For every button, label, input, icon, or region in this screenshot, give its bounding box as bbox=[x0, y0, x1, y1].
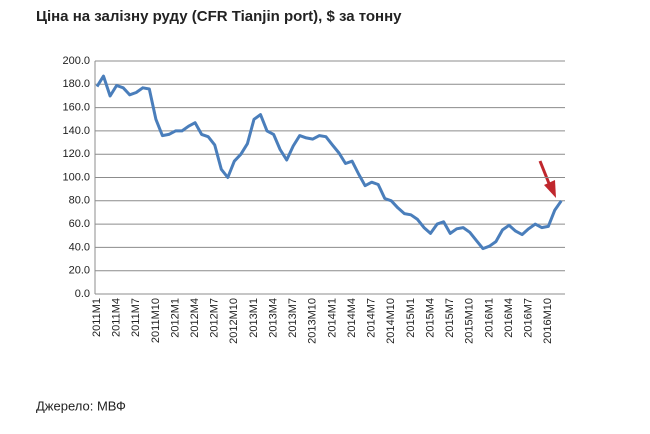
x-tick-label: 2014M7 bbox=[366, 298, 378, 338]
x-tick-label: 2015M4 bbox=[424, 298, 436, 338]
x-tick-label: 2016M4 bbox=[503, 298, 515, 338]
y-tick-label: 100.0 bbox=[62, 171, 90, 183]
x-tick-label: 2011M1 bbox=[91, 298, 103, 337]
x-tick-label: 2012M1 bbox=[169, 298, 181, 338]
x-tick-label: 2013M10 bbox=[307, 298, 319, 344]
x-tick-label: 2015M7 bbox=[444, 298, 456, 338]
x-tick-label: 2012M7 bbox=[209, 298, 221, 338]
x-tick-label: 2013M1 bbox=[248, 298, 260, 338]
x-tick-label: 2014M4 bbox=[346, 298, 358, 338]
x-tick-label: 2016M1 bbox=[483, 298, 495, 338]
y-tick-label: 80.0 bbox=[69, 195, 90, 207]
x-tick-label: 2012M10 bbox=[228, 298, 240, 344]
y-tick-label: 0.0 bbox=[75, 288, 90, 300]
y-tick-label: 120.0 bbox=[62, 148, 90, 160]
x-tick-label: 2011M4 bbox=[111, 298, 123, 337]
y-tick-label: 160.0 bbox=[62, 102, 90, 114]
x-tick-label: 2013M7 bbox=[287, 298, 299, 338]
x-tick-label: 2015M10 bbox=[464, 298, 476, 344]
y-tick-label: 200.0 bbox=[62, 55, 90, 67]
source-note: Джерело: МВФ bbox=[36, 398, 126, 413]
y-tick-label: 20.0 bbox=[69, 265, 90, 277]
x-tick-label: 2016M10 bbox=[542, 298, 554, 344]
arrow bbox=[538, 160, 556, 198]
x-tick-label: 2013M4 bbox=[267, 298, 279, 338]
x-tick-label: 2014M1 bbox=[326, 298, 338, 338]
x-tick-label: 2012M4 bbox=[189, 298, 201, 338]
x-tick-label: 2014M10 bbox=[385, 298, 397, 344]
y-tick-label: 40.0 bbox=[69, 241, 90, 253]
x-tick-label: 2011M7 bbox=[130, 298, 142, 337]
y-tick-label: 60.0 bbox=[69, 218, 90, 230]
data-line bbox=[95, 74, 563, 251]
y-tick-label: 140.0 bbox=[62, 125, 90, 137]
x-tick-label: 2015M1 bbox=[405, 298, 417, 338]
chart-title: Ціна на залізну руду (CFR Tianjin port),… bbox=[36, 8, 402, 25]
y-tick-label: 180.0 bbox=[62, 78, 90, 90]
x-tick-label: 2016M7 bbox=[523, 298, 535, 338]
x-tick-label: 2011M10 bbox=[150, 298, 162, 343]
